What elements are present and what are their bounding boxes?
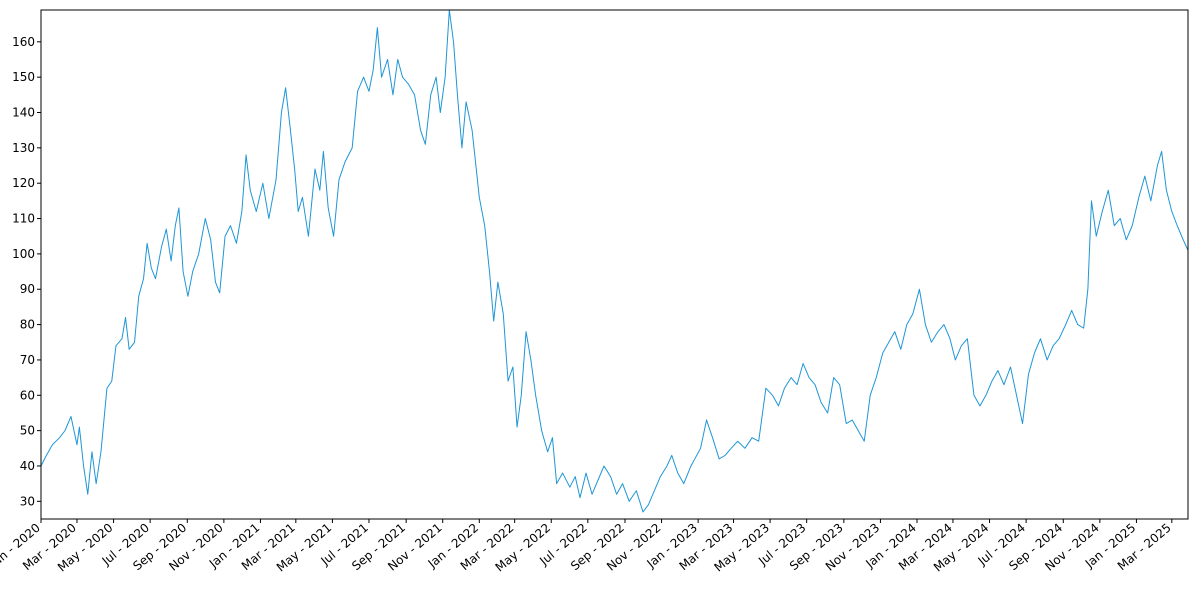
y-tick-label: 140 — [12, 106, 35, 120]
y-tick-label: 110 — [12, 212, 35, 226]
y-tick-label: 100 — [12, 247, 35, 261]
y-tick-label: 150 — [12, 70, 35, 84]
axes-frame — [40, 9, 1189, 520]
y-tick-label: 60 — [20, 388, 35, 402]
y-axis: 30 40 50 60 70 80 90 100 110 120 130 140 150 160 — [12, 35, 41, 508]
y-tick-label: 40 — [20, 459, 35, 473]
y-tick-label: 160 — [12, 35, 35, 49]
series-line-0 — [40, 9, 1189, 513]
y-tick-label: 80 — [20, 318, 35, 332]
plot-area — [40, 9, 1189, 513]
y-tick-label: 120 — [12, 176, 35, 190]
y-tick-label: 70 — [20, 353, 35, 367]
y-tick-label: 50 — [20, 424, 35, 438]
y-tick-label: 90 — [20, 282, 35, 296]
y-tick-label: 30 — [20, 494, 35, 508]
y-tick-label: 130 — [12, 141, 35, 155]
